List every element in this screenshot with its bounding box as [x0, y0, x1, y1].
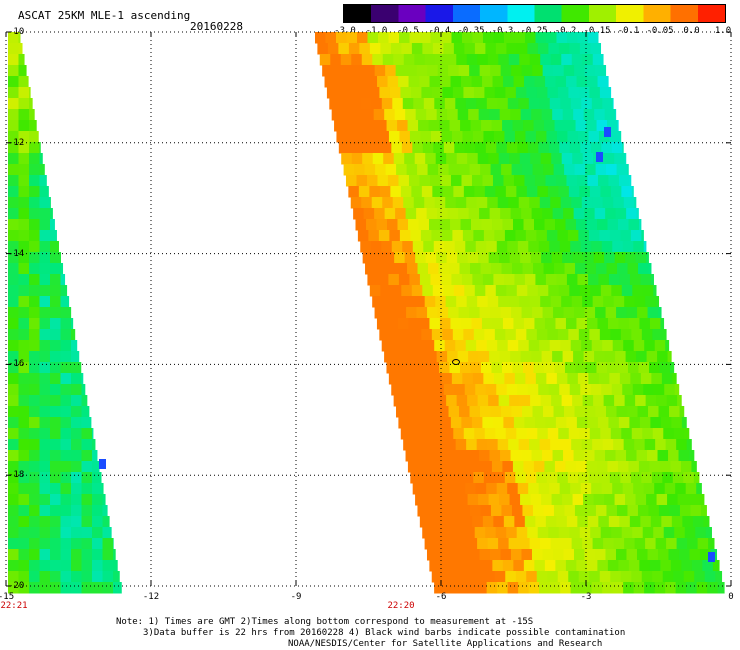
island-outline — [452, 359, 460, 365]
x-tick-label: -6 — [435, 592, 447, 602]
colorbar-label: -0.3 — [491, 26, 514, 36]
note-line-2: 3)Data buffer is 22 hrs from 20160228 4)… — [143, 628, 626, 638]
y-tick-label: -10 — [8, 27, 25, 37]
y-tick-label: -20 — [8, 581, 25, 591]
colorbar-label: -0.35 — [457, 26, 485, 36]
colorbar-label: -0.5 — [397, 26, 419, 36]
grid-lines — [5, 31, 732, 587]
y-tick-label: -14 — [8, 248, 25, 259]
x-tick-label: -3 — [580, 592, 592, 602]
colorbar-label: -0.2 — [554, 26, 577, 36]
colorbar-label: 1.0 — [714, 26, 732, 36]
note-line-3: NOAA/NESDIS/Center for Satellite Applica… — [288, 639, 603, 649]
time-label: 22:21 — [0, 601, 28, 611]
map-date: 20160228 — [190, 20, 243, 33]
colorbar-label: -0.1 — [617, 26, 640, 36]
y-tick-label: -18 — [8, 470, 25, 481]
y-tick-label: -16 — [8, 359, 25, 370]
x-tick-label: -9 — [290, 592, 302, 602]
colorbar-label: -0.25 — [520, 26, 548, 36]
colorbar-label: -0.15 — [583, 26, 611, 36]
tick-marks — [5, 31, 732, 587]
time-label: 22:20 — [387, 601, 415, 611]
map-title: ASCAT 25KM MLE-1 ascending — [18, 9, 191, 22]
colorbar-label: -0.05 — [646, 26, 674, 36]
x-tick-label: 0 — [728, 592, 734, 602]
y-tick-label: -12 — [8, 137, 25, 148]
colorbar — [343, 4, 726, 23]
x-tick-label: -12 — [142, 592, 160, 602]
note-line-1: Note: 1) Times are GMT 2)Times along bot… — [116, 617, 534, 627]
colorbar-label: -0.4 — [428, 26, 451, 36]
colorbar-label: 0.0 — [683, 26, 700, 36]
swath-cells — [8, 32, 725, 594]
colorbar-label: -1.0 — [365, 26, 388, 36]
colorbar-label: -3.0 — [334, 26, 356, 36]
x-tick-label: -15 — [0, 592, 15, 602]
